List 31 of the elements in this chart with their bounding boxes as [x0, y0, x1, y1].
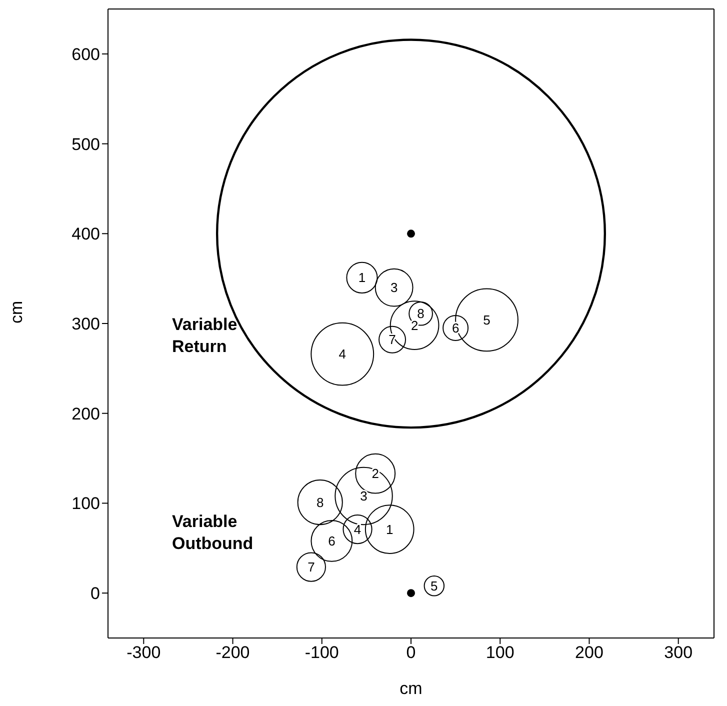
- annotation: 4: [338, 346, 346, 362]
- y-axis-title: cm: [7, 300, 26, 324]
- annotation: 5: [430, 578, 438, 594]
- x-tick-label: 300: [664, 643, 693, 662]
- x-axis-title: cm: [400, 679, 422, 698]
- annotation: 8: [417, 306, 424, 322]
- annotation: 1: [358, 270, 366, 286]
- y-tick-label: 400: [72, 224, 100, 244]
- annotation: 2: [372, 466, 379, 482]
- annotation: 1: [386, 522, 394, 537]
- x-tick-label: 100: [486, 643, 514, 662]
- annotation: 5: [483, 312, 490, 328]
- annotation: Variable Return: [172, 314, 238, 358]
- annotation: Variable Outbound: [172, 511, 254, 555]
- annotation: 3: [360, 488, 368, 504]
- annotation: 6: [328, 533, 336, 548]
- y-tick-label: 200: [72, 404, 100, 424]
- y-tick-label: 300: [72, 314, 100, 334]
- annotation: 4: [354, 522, 362, 537]
- y-tick-label: 100: [72, 494, 100, 514]
- x-tick-label: -100: [304, 643, 339, 662]
- x-tick-label: -300: [126, 643, 161, 662]
- annotation: 3: [390, 280, 398, 296]
- x-tick-label: 200: [575, 643, 604, 662]
- y-tick-label: 0: [90, 584, 100, 604]
- annotation: 7: [308, 560, 315, 575]
- annotation: 8: [316, 494, 324, 510]
- x-tick-label: 0: [406, 643, 416, 662]
- x-tick-label: -200: [216, 643, 250, 662]
- y-tick-label: 600: [72, 44, 100, 64]
- y-tick-label: 500: [72, 134, 100, 154]
